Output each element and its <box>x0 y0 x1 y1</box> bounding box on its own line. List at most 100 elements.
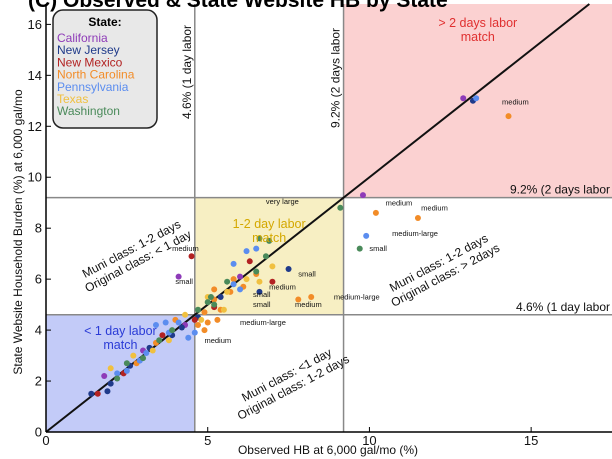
data-point-california <box>359 192 366 199</box>
data-point-pennsylvania <box>114 370 121 377</box>
x-tick-label: 5 <box>204 433 211 448</box>
data-point-washington <box>204 299 211 306</box>
data-point-new-mexico <box>269 278 276 285</box>
data-point-california <box>175 273 182 280</box>
x-tick-label: 10 <box>362 433 376 448</box>
data-point-new-jersey <box>104 388 111 395</box>
chart-title: (C) Observed & State Website HB by State <box>28 0 448 12</box>
legend-box <box>52 9 158 129</box>
data-point-new-mexico <box>159 332 166 339</box>
data-point-new-jersey <box>88 390 95 397</box>
data-point-washington <box>114 375 121 382</box>
data-point-washington <box>266 237 273 244</box>
region-label: match <box>252 231 286 245</box>
data-point-pennsylvania <box>253 245 260 252</box>
data-point-north-carolina <box>204 319 211 326</box>
y-tick-label: 16 <box>28 17 42 32</box>
data-point-new-mexico <box>188 253 195 260</box>
y-tick-label: 0 <box>35 425 42 440</box>
data-point-washington <box>253 268 260 275</box>
data-point-california <box>460 95 467 102</box>
y-tick-label: 10 <box>28 170 42 185</box>
data-point-north-carolina <box>214 316 221 323</box>
data-point-washington <box>262 253 269 260</box>
point-size-label: medium <box>295 300 322 309</box>
point-size-label: small <box>369 244 387 253</box>
data-point-pennsylvania <box>243 248 250 255</box>
legend-entry: Washington <box>57 104 120 118</box>
threshold-label-vertical-1day: 4.6% (1 day labor <box>180 25 194 119</box>
region-label: 1-2 day labor <box>233 217 306 231</box>
y-axis-label: State Website Household Burden (%) at 6,… <box>11 89 25 375</box>
x-tick-label: 15 <box>524 433 538 448</box>
data-point-washington <box>140 355 147 362</box>
data-point-north-carolina <box>295 296 302 303</box>
data-point-new-jersey <box>285 265 292 272</box>
region-box <box>343 4 612 198</box>
data-point-washington <box>169 327 176 334</box>
data-point-pennsylvania <box>152 322 159 328</box>
point-size-label: medium <box>172 244 199 253</box>
point-size-label: medium-large <box>334 293 380 302</box>
data-point-washington <box>195 306 202 313</box>
data-point-pennsylvania <box>237 286 244 293</box>
data-point-pennsylvania <box>230 281 237 288</box>
data-point-texas <box>256 278 263 285</box>
data-point-california <box>101 372 108 379</box>
y-tick-label: 8 <box>35 221 42 236</box>
data-point-north-carolina <box>372 209 379 216</box>
point-size-label: small <box>253 290 271 299</box>
threshold-label-horizontal-1day: 4.6% (1 day labor <box>516 300 610 314</box>
data-point-washington <box>224 278 231 285</box>
legend-title: State: <box>88 15 121 29</box>
data-point-texas <box>107 365 114 372</box>
data-point-new-mexico <box>246 258 253 265</box>
threshold-label-vertical-2days: 9.2% (2 days labor <box>329 28 343 128</box>
data-point-washington <box>256 235 263 242</box>
x-axis-label: Observed HB at 6,000 gal/mo (%) <box>238 443 418 457</box>
data-point-texas <box>224 288 231 295</box>
legend-entry: New Mexico <box>57 55 123 69</box>
legend-entry: North Carolina <box>57 68 135 82</box>
data-point-washington <box>207 293 214 300</box>
point-size-label: medium <box>502 98 529 107</box>
point-size-label: medium-large <box>392 229 438 238</box>
data-point-pennsylvania <box>175 319 182 326</box>
data-point-pennsylvania <box>123 367 130 374</box>
data-point-pennsylvania <box>185 334 192 341</box>
data-point-texas <box>165 337 172 344</box>
legend-entry: New Jersey <box>57 43 120 57</box>
y-tick-label: 14 <box>28 68 42 83</box>
point-size-label: small <box>175 277 193 286</box>
data-point-texas <box>243 276 250 283</box>
data-point-texas <box>130 352 137 359</box>
point-size-label: small <box>253 300 271 309</box>
y-tick-label: 6 <box>35 272 42 287</box>
data-point-new-jersey <box>217 293 224 300</box>
data-point-north-carolina <box>195 322 202 328</box>
axes: 0 5 10 15 0 2 4 6 8 10 12 14 16 <box>28 4 612 448</box>
data-point-washington <box>211 301 218 308</box>
data-point-north-carolina <box>308 293 315 300</box>
point-size-label: medium-large <box>240 318 286 327</box>
data-point-pennsylvania <box>473 95 480 102</box>
data-point-north-carolina <box>505 113 512 120</box>
region-label: match <box>461 30 495 44</box>
data-point-pennsylvania <box>162 319 169 326</box>
x-tick-label: 0 <box>42 433 49 448</box>
data-point-pennsylvania <box>143 350 150 357</box>
data-point-texas <box>220 306 227 313</box>
data-point-washington <box>337 204 344 211</box>
threshold-label-horizontal-2days: 9.2% (2 days labor <box>510 183 610 197</box>
threshold-labels: 4.6% (1 day labor 9.2% (2 days labor 4.6% … <box>180 25 610 314</box>
data-point-washington <box>123 360 130 367</box>
point-size-label: medium <box>421 203 448 212</box>
data-point-north-carolina <box>414 215 421 221</box>
y-tick-label: 2 <box>35 374 42 389</box>
legend-entry: Pennsylvania <box>57 80 129 94</box>
data-point-new-jersey <box>107 380 114 387</box>
